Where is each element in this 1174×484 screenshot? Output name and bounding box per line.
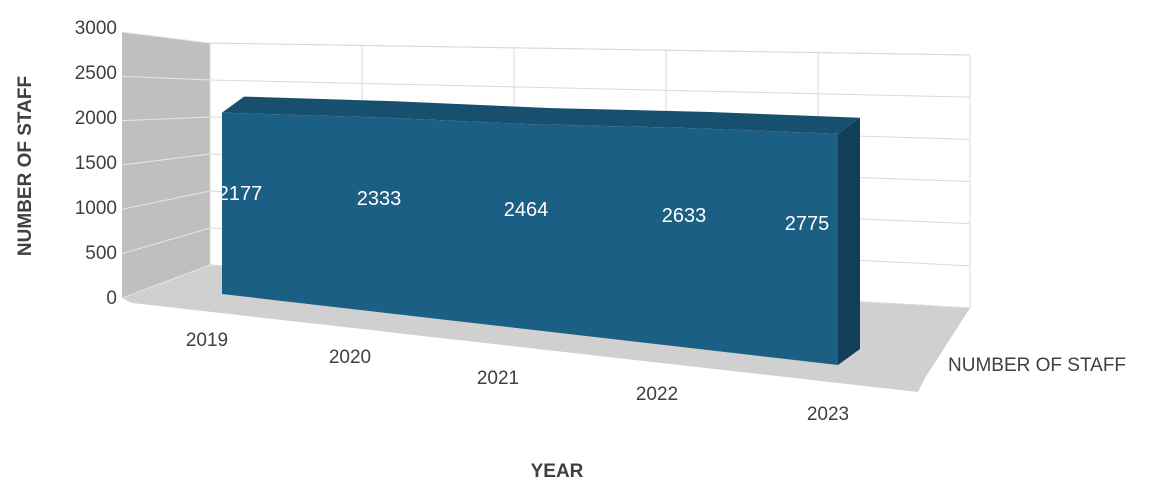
- side-wall: [122, 32, 210, 298]
- series-depth-label: NUMBER OF STAFF: [948, 355, 1126, 376]
- y-axis-title: NUMBER OF STAFF: [15, 76, 36, 256]
- data-label: 2775: [785, 213, 830, 235]
- y-tick-label: 1500: [75, 153, 117, 174]
- y-tick-label: 0: [106, 288, 117, 309]
- x-axis-title: YEAR: [531, 461, 584, 482]
- data-label: 2177: [218, 183, 263, 205]
- y-axis-ticks: 0 500 1000 1500 2000 2500 3000: [75, 18, 117, 309]
- y-tick-label: 1000: [75, 198, 117, 219]
- x-tick-label: 2019: [186, 330, 228, 351]
- y-tick-label: 500: [85, 243, 117, 264]
- x-tick-label: 2022: [636, 384, 678, 405]
- y-tick-label: 2000: [75, 108, 117, 129]
- data-label: 2633: [662, 205, 707, 227]
- area-side-face: [838, 118, 860, 365]
- y-tick-label: 3000: [75, 18, 117, 39]
- x-tick-label: 2023: [807, 404, 849, 425]
- data-label: 2464: [504, 199, 549, 221]
- data-label: 2333: [357, 188, 402, 210]
- y-tick-label: 2500: [75, 63, 117, 84]
- series-area: [222, 97, 860, 365]
- x-tick-label: 2020: [329, 347, 371, 368]
- x-tick-label: 2021: [477, 368, 519, 389]
- area-front-face: [222, 113, 838, 365]
